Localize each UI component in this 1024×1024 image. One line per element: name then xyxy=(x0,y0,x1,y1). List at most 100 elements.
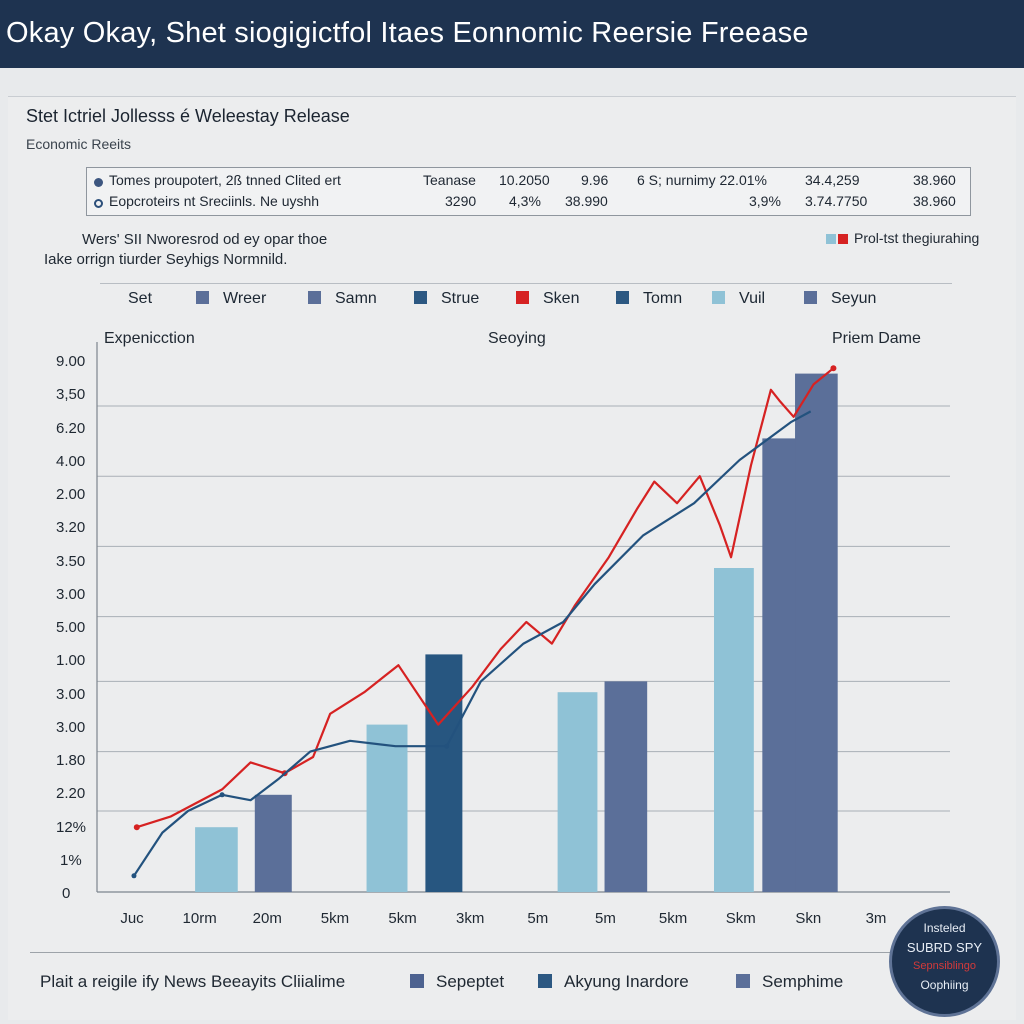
legend-label: Sken xyxy=(543,290,580,307)
bar xyxy=(254,794,292,892)
badge-line: SUBRD SPY xyxy=(906,940,983,955)
legend-swatch xyxy=(196,291,209,304)
badge-line: Oophiing xyxy=(920,978,969,992)
x-tick-label: 3km xyxy=(456,910,485,927)
bar xyxy=(195,827,238,892)
series-line-blue xyxy=(133,410,812,877)
header-title: Okay Okay, Shet siogigictfol Itaes Eonno… xyxy=(0,0,1024,68)
y-tick-label: 12% xyxy=(56,818,87,836)
legend-item: Samn xyxy=(308,290,377,308)
y-tick-label: 5.00 xyxy=(56,619,86,636)
y-tick-label: 3.20 xyxy=(56,519,86,537)
series-line-red xyxy=(136,367,835,829)
legend-swatch xyxy=(538,974,552,988)
legend-label: Wreer xyxy=(223,290,267,307)
y-tick-label: 4.00 xyxy=(56,452,86,470)
legend-top: Set Wreer Samn Strue Sken Tomn Vuil Seyu… xyxy=(100,283,952,315)
data-point xyxy=(444,743,450,749)
legend-swatch xyxy=(308,291,321,304)
chart-panel xyxy=(8,96,1016,1020)
legend-swatch xyxy=(838,234,848,244)
chart-note: Wers' SII Nworesrod od ey opar thoe Iake… xyxy=(44,230,327,270)
bar xyxy=(366,724,408,892)
bar xyxy=(714,568,754,892)
y-tick-label: 1% xyxy=(60,851,82,869)
y-tick-label: 3.00 xyxy=(56,718,86,736)
info-row-label: Tomes proupotert, 2ß tnned Clited ert xyxy=(109,172,341,188)
info-cell: 3.74.7750 xyxy=(805,193,868,209)
chart-subtitle: Economic Reeits xyxy=(26,136,132,152)
bullet-dot-icon xyxy=(94,178,103,187)
y-tick-label: 1.80 xyxy=(56,752,86,769)
legend-swatch xyxy=(826,234,836,244)
info-row: Tomes proupotert, 2ß tnned Clited ert Te… xyxy=(87,172,972,194)
legend-item: Tomn xyxy=(616,290,682,308)
stamp-badge: Insteled SUBRD SPY Sepnsiblingo Oophiing xyxy=(889,906,1000,1017)
right-legend-label: Prol-tst thegiurahing xyxy=(854,230,980,246)
y-tick-label: 9.00 xyxy=(56,353,86,370)
legend-swatch xyxy=(616,291,629,304)
y-tick-label: 3.00 xyxy=(56,685,86,703)
x-tick-label: 5km xyxy=(320,910,350,927)
info-cell: 6 S; nurnimy 22.01% xyxy=(637,172,767,188)
y-tick-label: 6.20 xyxy=(56,419,86,437)
info-cell: 3,9% xyxy=(749,193,781,209)
legend-item: Vuil xyxy=(712,290,765,308)
x-tick-label: Juc xyxy=(120,910,144,927)
info-row-label: Eopcroteirs nt Sreciinls. Ne uyshh xyxy=(109,193,320,209)
y-tick-label: 3.00 xyxy=(56,585,86,603)
badge-line: Insteled xyxy=(923,921,966,935)
badge-line: Sepnsiblingo xyxy=(913,960,976,972)
info-cell: 9.96 xyxy=(581,172,609,188)
legend-item: Sken xyxy=(516,290,579,308)
x-tick-label: Skn xyxy=(795,910,822,927)
legend-swatch xyxy=(804,291,817,304)
x-tick-label: Skm xyxy=(725,910,756,927)
legend-label: Set xyxy=(128,290,153,307)
legend-item: Akyung Inardore xyxy=(538,972,689,992)
right-legend: Prol-tst thegiurahing xyxy=(826,230,979,246)
data-point xyxy=(219,792,225,798)
section-label-center: Seoying xyxy=(488,330,546,347)
legend-swatch xyxy=(712,291,725,304)
legend-swatch xyxy=(414,291,427,304)
info-cell: 38.960 xyxy=(913,172,956,188)
section-label-right: Priem Dame xyxy=(832,330,921,347)
x-tick-label: 20m xyxy=(252,910,282,927)
data-point xyxy=(131,873,137,879)
legend-label: Sepeptet xyxy=(436,972,505,991)
y-tick-label: 0 xyxy=(62,885,71,902)
legend-label: Seyun xyxy=(831,290,877,307)
info-cell: 4,3% xyxy=(509,193,541,209)
data-point xyxy=(830,365,837,372)
data-point xyxy=(133,824,140,831)
legend-label: Vuil xyxy=(739,290,766,307)
legend-label: Samn xyxy=(335,290,377,307)
x-tick-label: 5m xyxy=(595,910,616,927)
info-cell: 34.4,259 xyxy=(805,172,860,188)
y-tick-label: 1.00 xyxy=(56,652,86,670)
bottom-legend-title: Plait a reigile ify News Beeayits Cliial… xyxy=(40,972,346,991)
note-line: Iake orrign tiurder Seyhigs Normnild. xyxy=(44,251,288,268)
info-cell: Teanase xyxy=(423,172,476,188)
legend-swatch xyxy=(736,974,750,988)
legend-label: Semphime xyxy=(762,972,844,991)
bottom-divider xyxy=(30,952,890,953)
y-tick-label: 3,50 xyxy=(56,386,86,404)
bar xyxy=(425,654,463,892)
x-tick-label: 3m xyxy=(865,910,887,927)
note-line: Wers' SII Nworesrod od ey opar thoe xyxy=(82,231,328,248)
legend-item: Set xyxy=(128,290,152,308)
legend-item: Semphime xyxy=(736,972,843,992)
x-tick-label: 5km xyxy=(658,910,688,927)
legend-label: Akyung Inardore xyxy=(564,972,689,991)
info-cell: 10.2050 xyxy=(499,172,550,188)
bullet-ring-icon xyxy=(94,199,103,208)
bar xyxy=(762,438,797,892)
x-tick-label: 5m xyxy=(527,910,549,927)
legend-item: Wreer xyxy=(196,290,266,308)
y-tick-label: 2.00 xyxy=(56,486,86,503)
legend-label: Tomn xyxy=(643,290,683,307)
info-table: Tomes proupotert, 2ß tnned Clited ert Te… xyxy=(86,167,971,216)
